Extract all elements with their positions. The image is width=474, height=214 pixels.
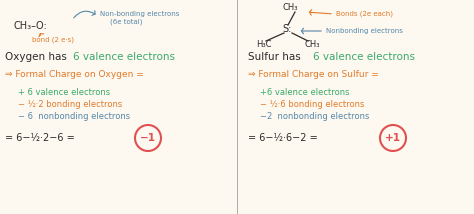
Text: bond (2 e·s): bond (2 e·s) [32,37,74,43]
Text: Nonbonding electrons: Nonbonding electrons [326,28,403,34]
Text: Non-bonding electrons: Non-bonding electrons [100,11,179,17]
Text: CH₃: CH₃ [305,40,320,49]
Text: Sulfur has: Sulfur has [248,52,304,62]
Text: = 6−½·2−6 =: = 6−½·2−6 = [5,133,75,143]
Text: −1: −1 [140,133,156,143]
Text: H₃C: H₃C [256,40,272,49]
Text: +6 valence electrons: +6 valence electrons [260,88,349,97]
Text: = 6−½·6−2 =: = 6−½·6−2 = [248,133,318,143]
Text: CH₃: CH₃ [282,3,298,12]
Text: ⇒ Formal Charge on Sulfur =: ⇒ Formal Charge on Sulfur = [248,70,379,79]
Text: ⇒ Formal Charge on Oxygen =: ⇒ Formal Charge on Oxygen = [5,70,144,79]
Text: + 6 valence electrons: + 6 valence electrons [18,88,110,97]
Text: −2  nonbonding electrons: −2 nonbonding electrons [260,111,369,120]
Text: 6 valence electrons: 6 valence electrons [73,52,175,62]
Text: Bonds (2e each): Bonds (2e each) [336,11,393,17]
Text: (6e total): (6e total) [110,19,143,25]
Text: Oxygen has: Oxygen has [5,52,70,62]
Text: − ½·2 bonding electrons: − ½·2 bonding electrons [18,100,122,108]
Text: +1: +1 [385,133,401,143]
Text: 6 valence electrons: 6 valence electrons [313,52,415,62]
Text: S:: S: [282,24,292,34]
Text: − 6  nonbonding electrons: − 6 nonbonding electrons [18,111,130,120]
Text: CH₃–O:: CH₃–O: [14,21,48,31]
Text: − ½·6 bonding electrons: − ½·6 bonding electrons [260,100,365,108]
